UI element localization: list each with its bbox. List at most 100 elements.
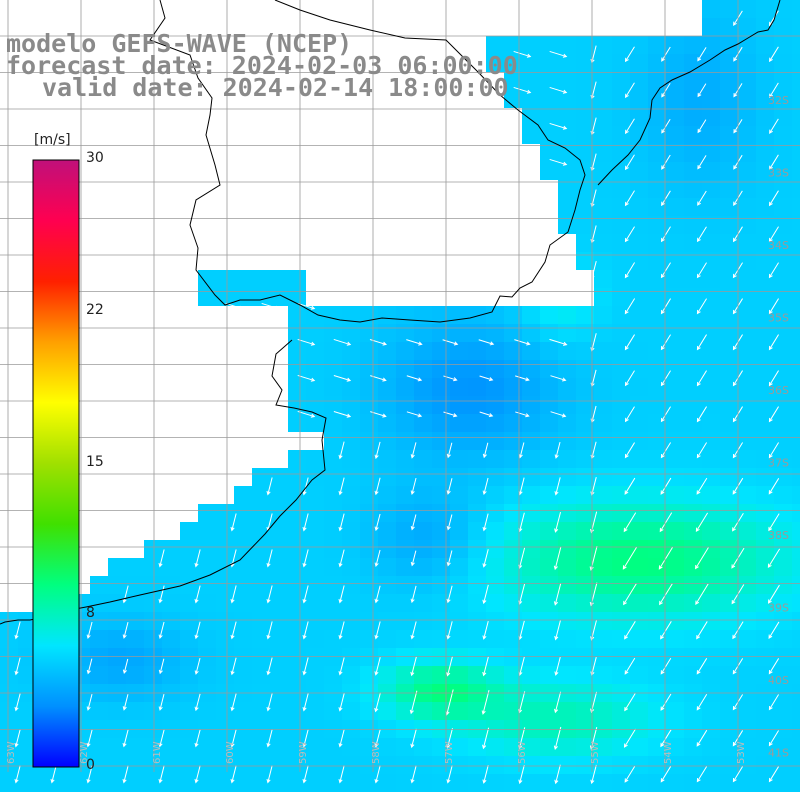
wind-arrow [696,226,707,243]
wind-speed-cell [342,342,360,360]
wind-speed-cell [360,378,378,396]
wind-speed-cell [738,576,756,594]
wind-speed-cell [234,594,252,612]
wind-speed-cell [126,630,144,648]
wind-speed-cell [216,666,234,684]
wind-speed-cell [270,288,288,306]
wind-speed-cell [684,468,702,486]
wind-speed-cell [468,720,486,738]
wind-speed-cell [342,378,360,396]
wind-speed-cell [486,324,504,342]
wind-speed-cell [558,522,576,540]
wind-speed-cell [54,738,72,756]
wind-speed-cell [18,702,36,720]
wind-speed-cell [450,342,468,360]
wind-speed-cell [612,540,630,558]
wind-arrow [374,477,381,496]
wind-speed-cell [432,342,450,360]
wind-speed-cell [306,738,324,756]
wind-speed-cell [360,468,378,486]
wind-speed-cell [468,504,486,522]
wind-speed-cell [126,774,144,792]
wind-speed-cell [720,162,738,180]
wind-arrow [158,729,165,748]
wind-speed-cell [720,324,738,342]
wind-arrow [513,86,532,94]
wind-arrow [302,549,309,568]
wind-arrow [446,621,453,640]
wind-speed-cell [342,612,360,630]
wind-speed-cell [792,594,800,612]
wind-arrow [410,442,417,459]
wind-speed-cell [774,36,792,54]
wind-speed-cell [72,774,90,792]
wind-speed-cell [666,738,684,756]
wind-speed-cell [684,288,702,306]
wind-speed-cell [540,486,558,504]
wind-speed-cell [216,720,234,738]
wind-speed-cell [486,756,504,774]
wind-speed-cell [558,594,576,612]
wind-speed-cell [774,288,792,306]
wind-speed-cell [666,378,684,396]
wind-speed-cell [486,306,504,324]
wind-speed-cell [594,396,612,414]
wind-speed-cell [288,378,306,396]
wind-speed-cell [792,486,800,504]
wind-speed-cell [612,342,630,360]
wind-speed-cell [162,648,180,666]
wind-speed-cell [684,396,702,414]
wind-speed-cell [252,648,270,666]
wind-speed-cell [180,630,198,648]
wind-speed-cell [270,522,288,540]
wind-arrow [660,621,672,640]
wind-speed-cell [360,756,378,774]
wind-speed-cell [162,756,180,774]
wind-speed-cell [792,180,800,198]
wind-speed-cell [360,504,378,522]
wind-arrow [768,190,779,207]
wind-arrow [622,546,638,570]
wind-speed-cell [324,432,342,450]
wind-speed-cell [450,450,468,468]
wind-speed-cell [702,54,720,72]
wind-speed-cell [522,378,540,396]
wind-speed-cell [270,594,288,612]
wind-arrow [661,46,671,62]
wind-speed-cell [504,54,522,72]
wind-arrow [230,513,237,532]
wind-speed-cell [684,630,702,648]
wind-speed-cell [702,198,720,216]
wind-speed-cell [774,774,792,792]
wind-speed-cell [504,774,522,792]
wind-speed-cell [666,774,684,792]
wind-speed-cell [522,486,540,504]
longitude-label: 55W [590,741,601,764]
wind-speed-cell [648,540,666,558]
wind-speed-cell [576,648,594,666]
wind-speed-cell [594,108,612,126]
wind-speed-cell [522,54,540,72]
wind-speed-cell [648,108,666,126]
wind-speed-cell [792,342,800,360]
wind-speed-cell [306,666,324,684]
wind-speed-cell [540,450,558,468]
wind-speed-cell [792,630,800,648]
longitude-label: 62W [79,741,90,764]
longitude-label: 61W [152,741,163,764]
wind-speed-cell [630,144,648,162]
wind-speed-cell [108,774,126,792]
wind-speed-cell [594,126,612,144]
wind-arrow [333,411,352,418]
wind-speed-cell [756,630,774,648]
wind-speed-cell [684,594,702,612]
wind-speed-cell [126,576,144,594]
wind-speed-cell [504,648,522,666]
wind-arrow [658,546,674,570]
wind-speed-cell [522,432,540,450]
wind-speed-cell [360,738,378,756]
wind-arrow [661,118,671,134]
wind-arrow [697,155,707,170]
wind-speed-cell [630,180,648,198]
wind-arrow [374,549,381,568]
